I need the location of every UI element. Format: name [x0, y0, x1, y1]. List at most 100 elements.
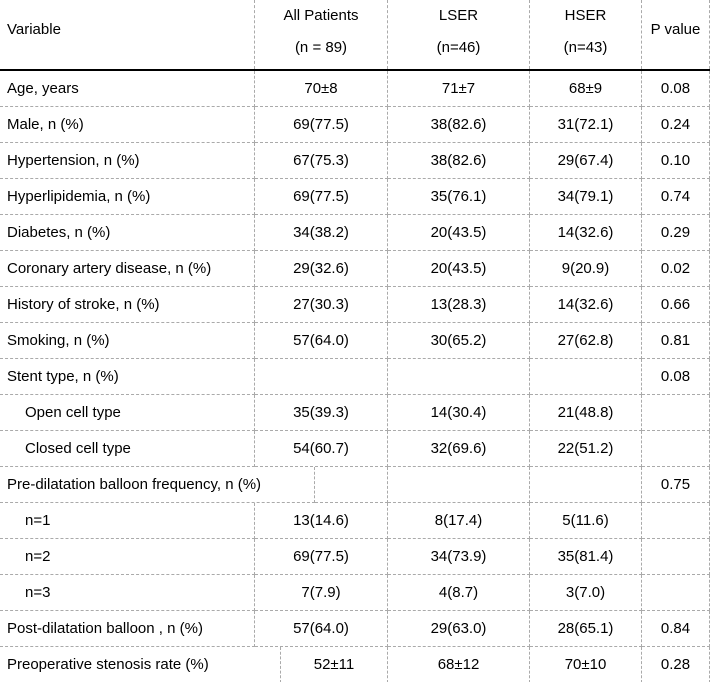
cell-hser: 68±9	[530, 71, 642, 107]
cell-hser: 14(32.6)	[530, 215, 642, 251]
cell-lser: 14(30.4)	[388, 395, 530, 431]
cell-p-value	[642, 431, 710, 467]
cell-all-patients: 34(38.2)	[255, 215, 388, 251]
cell-hser: 31(72.1)	[530, 107, 642, 143]
cell-p-value: 0.75	[642, 467, 710, 503]
header-p-value: P value	[642, 0, 710, 69]
row-label: Open cell type	[0, 395, 255, 431]
table-row-n2: n=2 69(77.5) 34(73.9) 35(81.4)	[0, 539, 710, 575]
cell-hser: 21(48.8)	[530, 395, 642, 431]
row-label: Age, years	[0, 71, 255, 107]
cell-lser	[388, 359, 530, 395]
table-row-age: Age, years 70±8 71±7 68±9 0.08	[0, 71, 710, 107]
cell-hser: 29(67.4)	[530, 143, 642, 179]
header-variable: Variable	[0, 0, 255, 69]
row-label: Hypertension, n (%)	[0, 143, 255, 179]
cell-lser: 20(43.5)	[388, 251, 530, 287]
cell-all-patients: 57(64.0)	[255, 323, 388, 359]
cell-hser: 34(79.1)	[530, 179, 642, 215]
header-group-n: (n=46)	[436, 39, 481, 56]
cell-hser: 3(7.0)	[530, 575, 642, 611]
cell-all-patients: 13(14.6)	[255, 503, 388, 539]
table-row-pre-dilatation-frequency: Pre-dilatation balloon frequency, n (%) …	[0, 467, 710, 503]
header-group-name: All Patients	[283, 7, 359, 24]
cell-lser: 20(43.5)	[388, 215, 530, 251]
table-row-preoperative-stenosis-rate: Preoperative stenosis rate (%) 52±11 68±…	[0, 647, 710, 682]
cell-p-value: 0.84	[642, 611, 710, 647]
cell-all-patients: 35(39.3)	[255, 395, 388, 431]
cell-all-patients	[255, 359, 388, 395]
table-row-stent-type: Stent type, n (%) 0.08	[0, 359, 710, 395]
row-label: Closed cell type	[0, 431, 255, 467]
table-row-hypertension: Hypertension, n (%) 67(75.3) 38(82.6) 29…	[0, 143, 710, 179]
cell-lser: 29(63.0)	[388, 611, 530, 647]
cell-p-value: 0.02	[642, 251, 710, 287]
cell-all-patients: 70±8	[255, 71, 388, 107]
cell-all-patients: 29(32.6)	[255, 251, 388, 287]
cell-lser	[388, 467, 530, 503]
cell-p-value	[642, 503, 710, 539]
cell-lser: 68±12	[388, 647, 530, 682]
cell-all-patients: 57(64.0)	[255, 611, 388, 647]
cell-all-patients: 69(77.5)	[255, 539, 388, 575]
table-row-diabetes: Diabetes, n (%) 34(38.2) 20(43.5) 14(32.…	[0, 215, 710, 251]
cell-hser: 70±10	[530, 647, 642, 682]
table-row-male: Male, n (%) 69(77.5) 38(82.6) 31(72.1) 0…	[0, 107, 710, 143]
header-group-all-patients: All Patients (n = 89)	[255, 0, 388, 69]
cell-p-value: 0.66	[642, 287, 710, 323]
cell-hser: 22(51.2)	[530, 431, 642, 467]
table-row-post-dilatation-balloon: Post-dilatation balloon , n (%) 57(64.0)…	[0, 611, 710, 647]
cell-p-value	[642, 539, 710, 575]
cell-lser: 35(76.1)	[388, 179, 530, 215]
row-label: Stent type, n (%)	[0, 359, 255, 395]
row-label: Post-dilatation balloon , n (%)	[0, 611, 255, 647]
cell-hser: 14(32.6)	[530, 287, 642, 323]
header-group-n: (n = 89)	[294, 39, 348, 56]
cell-p-value: 0.08	[642, 71, 710, 107]
cell-hser	[530, 467, 642, 503]
cell-lser: 30(65.2)	[388, 323, 530, 359]
cell-p-value: 0.81	[642, 323, 710, 359]
row-label: Hyperlipidemia, n (%)	[0, 179, 255, 215]
cell-p-value: 0.10	[642, 143, 710, 179]
cell-all-patients: 67(75.3)	[255, 143, 388, 179]
row-label: n=1	[0, 503, 255, 539]
header-group-lser: LSER (n=46)	[388, 0, 530, 69]
table-row-n1: n=1 13(14.6) 8(17.4) 5(11.6)	[0, 503, 710, 539]
table-row-hyperlipidemia: Hyperlipidemia, n (%) 69(77.5) 35(76.1) …	[0, 179, 710, 215]
cell-hser: 27(62.8)	[530, 323, 642, 359]
cell-all-patients: 69(77.5)	[255, 107, 388, 143]
table-row-history-of-stroke: History of stroke, n (%) 27(30.3) 13(28.…	[0, 287, 710, 323]
cell-lser: 38(82.6)	[388, 143, 530, 179]
cell-p-value: 0.29	[642, 215, 710, 251]
header-group-name: LSER	[438, 7, 479, 24]
row-label: n=2	[0, 539, 255, 575]
cell-all-patients: 27(30.3)	[255, 287, 388, 323]
cell-all-patients	[315, 467, 388, 503]
cell-all-patients: 69(77.5)	[255, 179, 388, 215]
table-row-closed-cell-type: Closed cell type 54(60.7) 32(69.6) 22(51…	[0, 431, 710, 467]
row-label: History of stroke, n (%)	[0, 287, 255, 323]
cell-all-patients: 7(7.9)	[255, 575, 388, 611]
table-row-coronary-artery-disease: Coronary artery disease, n (%) 29(32.6) …	[0, 251, 710, 287]
cell-lser: 38(82.6)	[388, 107, 530, 143]
cell-all-patients: 54(60.7)	[255, 431, 388, 467]
cell-p-value: 0.24	[642, 107, 710, 143]
row-label: Male, n (%)	[0, 107, 255, 143]
header-group-hser: HSER (n=43)	[530, 0, 642, 69]
cell-hser: 35(81.4)	[530, 539, 642, 575]
row-label: n=3	[0, 575, 255, 611]
row-label: Diabetes, n (%)	[0, 215, 255, 251]
cell-all-patients: 52±11	[281, 647, 388, 682]
cell-lser: 71±7	[388, 71, 530, 107]
table-row-open-cell-type: Open cell type 35(39.3) 14(30.4) 21(48.8…	[0, 395, 710, 431]
table-row-n3: n=3 7(7.9) 4(8.7) 3(7.0)	[0, 575, 710, 611]
cell-hser: 9(20.9)	[530, 251, 642, 287]
row-label: Coronary artery disease, n (%)	[0, 251, 255, 287]
cell-p-value	[642, 395, 710, 431]
header-group-n: (n=43)	[563, 39, 608, 56]
cell-lser: 4(8.7)	[388, 575, 530, 611]
cell-lser: 34(73.9)	[388, 539, 530, 575]
table-row-smoking: Smoking, n (%) 57(64.0) 30(65.2) 27(62.8…	[0, 323, 710, 359]
